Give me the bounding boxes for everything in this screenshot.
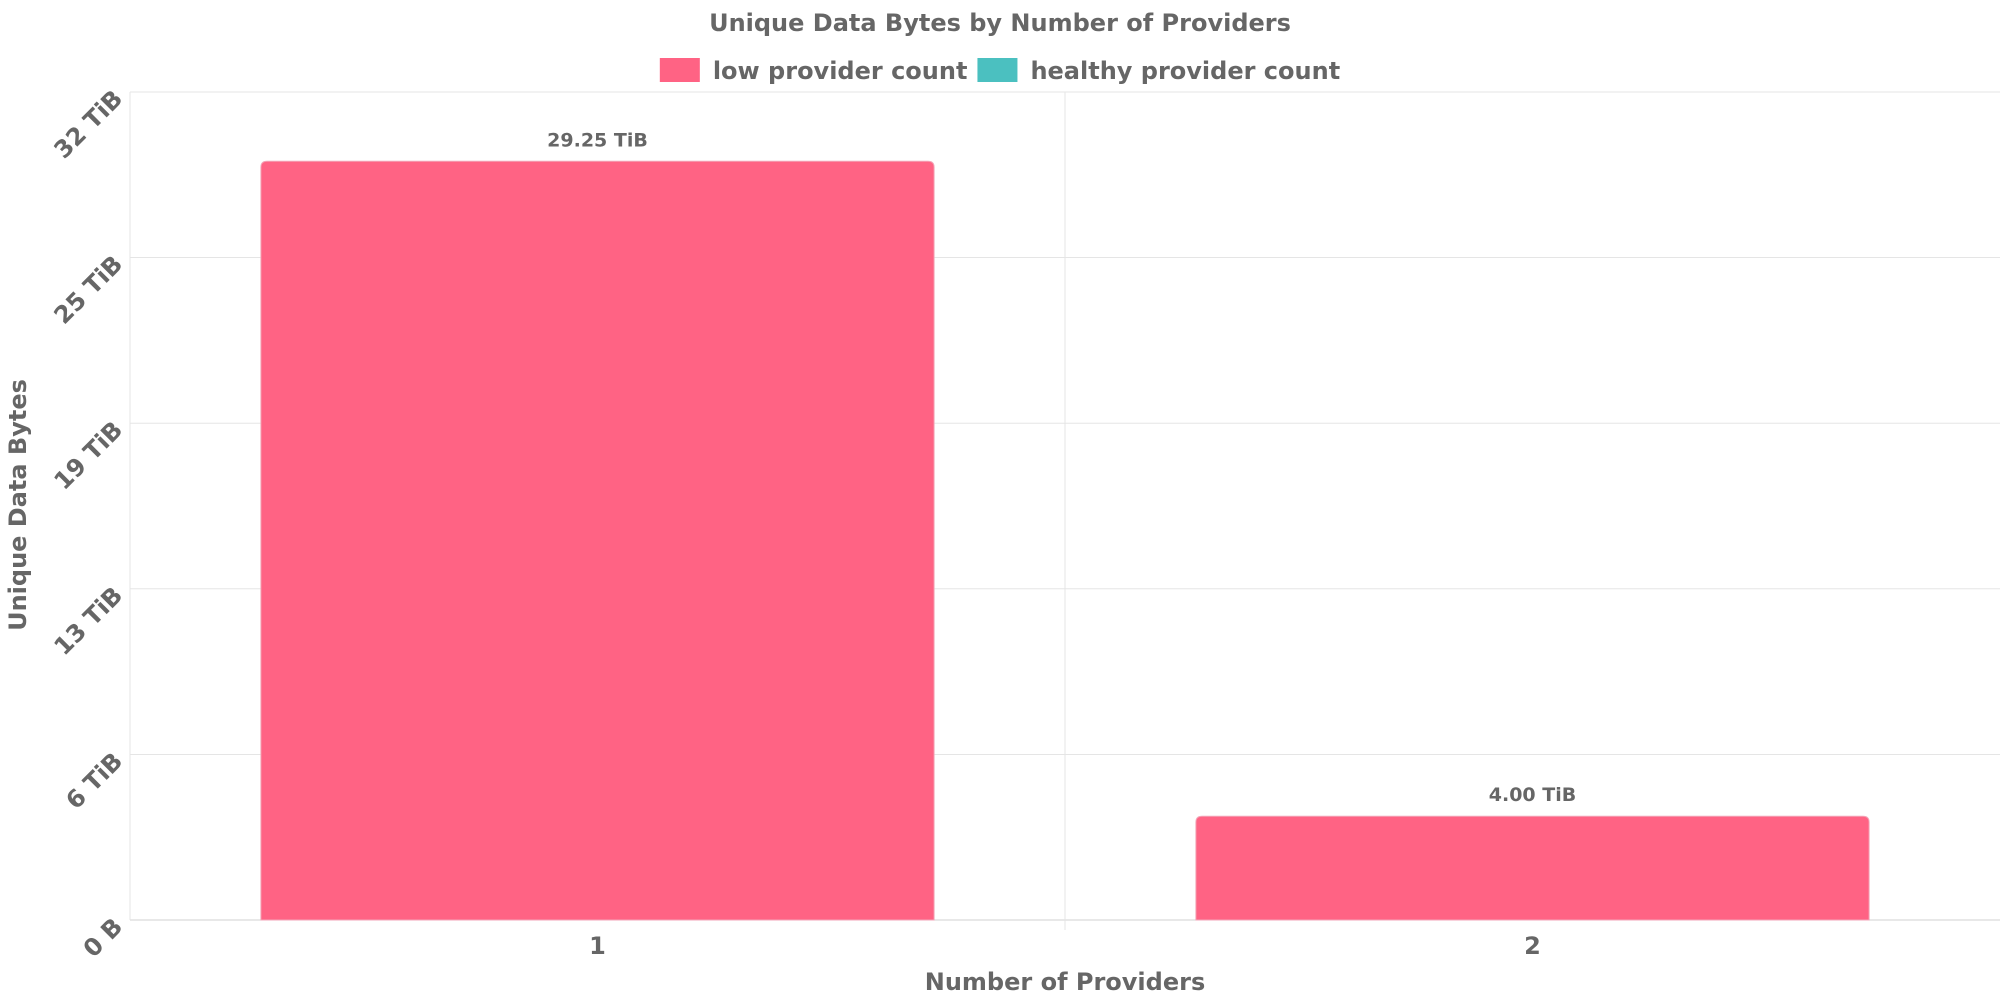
legend-label: low provider count (713, 57, 968, 85)
y-axis-title: Unique Data Bytes (4, 379, 32, 631)
legend-swatch (977, 58, 1018, 82)
legend-label: healthy provider count (1030, 57, 1340, 85)
y-tick-label: 0 B (78, 912, 128, 962)
y-tick-label: 13 TiB (49, 581, 129, 661)
bar (260, 160, 935, 921)
legend-swatch (659, 58, 700, 82)
chart-title: Unique Data Bytes by Number of Providers (709, 9, 1291, 37)
x-axis-title: Number of Providers (925, 968, 1205, 996)
y-tick-label: 19 TiB (49, 416, 129, 496)
bar-value-label: 29.25 TiB (547, 129, 648, 151)
bars (260, 160, 1870, 921)
bar-value-labels: 29.25 TiB 4.00 TiB (547, 129, 1576, 806)
y-tick-label: 6 TiB (60, 747, 128, 815)
x-tick-label: 2 (1524, 932, 1541, 960)
y-tick-label: 32 TiB (49, 84, 129, 164)
x-tick-label: 1 (589, 932, 606, 960)
bar-value-label: 4.00 TiB (1489, 784, 1576, 806)
bar (1195, 815, 1870, 921)
y-tick-label: 25 TiB (49, 250, 129, 330)
legend: low provider count healthy provider count (659, 57, 1340, 85)
y-axis-ticks: 0 B 6 TiB 13 TiB 19 TiB 25 TiB 32 TiB (49, 84, 129, 962)
